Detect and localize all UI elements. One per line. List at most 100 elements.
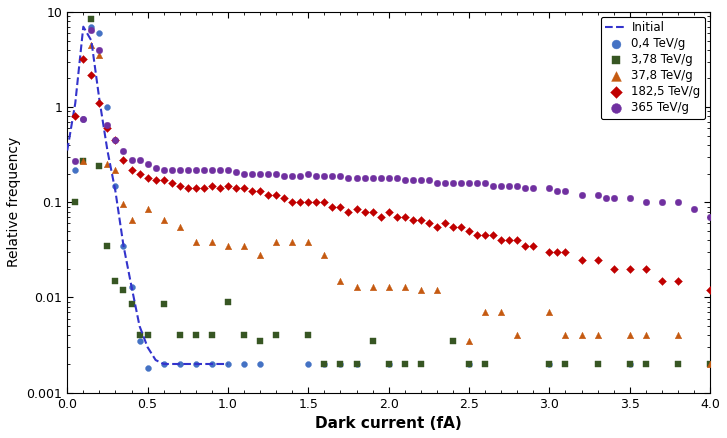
3,78 TeV/g — [110, 277, 121, 284]
365 TeV/g — [544, 185, 555, 192]
182,5 TeV/g — [447, 223, 459, 230]
182,5 TeV/g — [190, 185, 201, 192]
37,8 TeV/g — [206, 239, 217, 246]
182,5 TeV/g — [391, 214, 403, 221]
Initial — [103, 148, 112, 153]
182,5 TeV/g — [503, 237, 515, 244]
3,78 TeV/g — [544, 360, 555, 367]
Initial — [191, 361, 200, 367]
182,5 TeV/g — [150, 177, 161, 184]
37,8 TeV/g — [350, 283, 362, 290]
37,8 TeV/g — [318, 251, 330, 258]
3,78 TeV/g — [190, 332, 201, 339]
182,5 TeV/g — [479, 232, 491, 239]
365 TeV/g — [278, 172, 290, 179]
37,8 TeV/g — [511, 332, 523, 339]
365 TeV/g — [150, 164, 161, 171]
182,5 TeV/g — [310, 199, 322, 206]
365 TeV/g — [246, 170, 258, 177]
365 TeV/g — [552, 188, 563, 195]
365 TeV/g — [126, 156, 137, 163]
182,5 TeV/g — [640, 265, 651, 272]
365 TeV/g — [576, 191, 587, 198]
182,5 TeV/g — [294, 199, 306, 206]
0,4 TeV/g — [302, 360, 314, 367]
3,78 TeV/g — [254, 337, 266, 344]
365 TeV/g — [471, 179, 483, 186]
Initial — [111, 189, 120, 194]
182,5 TeV/g — [552, 248, 563, 255]
3,78 TeV/g — [672, 360, 684, 367]
0,4 TeV/g — [222, 360, 234, 367]
365 TeV/g — [350, 174, 362, 181]
182,5 TeV/g — [399, 214, 411, 221]
182,5 TeV/g — [592, 256, 603, 263]
37,8 TeV/g — [86, 42, 97, 49]
182,5 TeV/g — [334, 203, 346, 210]
Initial — [207, 361, 216, 367]
Initial — [87, 38, 96, 43]
182,5 TeV/g — [350, 205, 362, 212]
365 TeV/g — [358, 174, 370, 181]
182,5 TeV/g — [439, 220, 451, 227]
365 TeV/g — [318, 172, 330, 179]
365 TeV/g — [286, 172, 298, 179]
182,5 TeV/g — [110, 137, 121, 144]
37,8 TeV/g — [126, 217, 137, 224]
365 TeV/g — [383, 174, 395, 181]
365 TeV/g — [102, 121, 113, 128]
37,8 TeV/g — [576, 332, 587, 339]
182,5 TeV/g — [270, 191, 282, 198]
365 TeV/g — [270, 170, 282, 177]
365 TeV/g — [326, 172, 338, 179]
37,8 TeV/g — [399, 283, 411, 290]
0,4 TeV/g — [142, 365, 153, 372]
37,8 TeV/g — [238, 242, 250, 249]
365 TeV/g — [608, 195, 619, 202]
Initial — [183, 361, 192, 367]
182,5 TeV/g — [70, 113, 81, 120]
365 TeV/g — [158, 166, 169, 173]
365 TeV/g — [206, 166, 217, 173]
365 TeV/g — [423, 177, 435, 184]
Initial — [199, 361, 208, 367]
365 TeV/g — [118, 147, 129, 154]
182,5 TeV/g — [158, 177, 169, 184]
365 TeV/g — [238, 170, 250, 177]
182,5 TeV/g — [86, 71, 97, 78]
365 TeV/g — [94, 46, 105, 53]
182,5 TeV/g — [455, 223, 467, 230]
182,5 TeV/g — [520, 242, 531, 249]
365 TeV/g — [455, 179, 467, 186]
182,5 TeV/g — [94, 100, 105, 107]
37,8 TeV/g — [415, 286, 427, 293]
37,8 TeV/g — [592, 332, 603, 339]
365 TeV/g — [342, 174, 354, 181]
0,4 TeV/g — [544, 360, 555, 367]
0,4 TeV/g — [350, 360, 362, 367]
3,78 TeV/g — [640, 360, 651, 367]
0,4 TeV/g — [334, 360, 346, 367]
37,8 TeV/g — [110, 166, 121, 173]
365 TeV/g — [198, 166, 209, 173]
3,78 TeV/g — [102, 242, 113, 249]
3,78 TeV/g — [350, 360, 362, 367]
182,5 TeV/g — [342, 208, 354, 215]
Initial — [216, 361, 225, 367]
182,5 TeV/g — [487, 232, 499, 239]
182,5 TeV/g — [246, 188, 258, 195]
37,8 TeV/g — [560, 332, 571, 339]
3,78 TeV/g — [447, 337, 459, 344]
365 TeV/g — [142, 161, 153, 168]
365 TeV/g — [230, 168, 242, 175]
37,8 TeV/g — [640, 332, 651, 339]
365 TeV/g — [391, 174, 403, 181]
365 TeV/g — [166, 166, 177, 173]
182,5 TeV/g — [431, 223, 443, 230]
182,5 TeV/g — [182, 185, 193, 192]
365 TeV/g — [415, 177, 427, 184]
0,4 TeV/g — [126, 283, 137, 290]
182,5 TeV/g — [118, 156, 129, 163]
3,78 TeV/g — [318, 360, 330, 367]
3,78 TeV/g — [222, 298, 234, 305]
